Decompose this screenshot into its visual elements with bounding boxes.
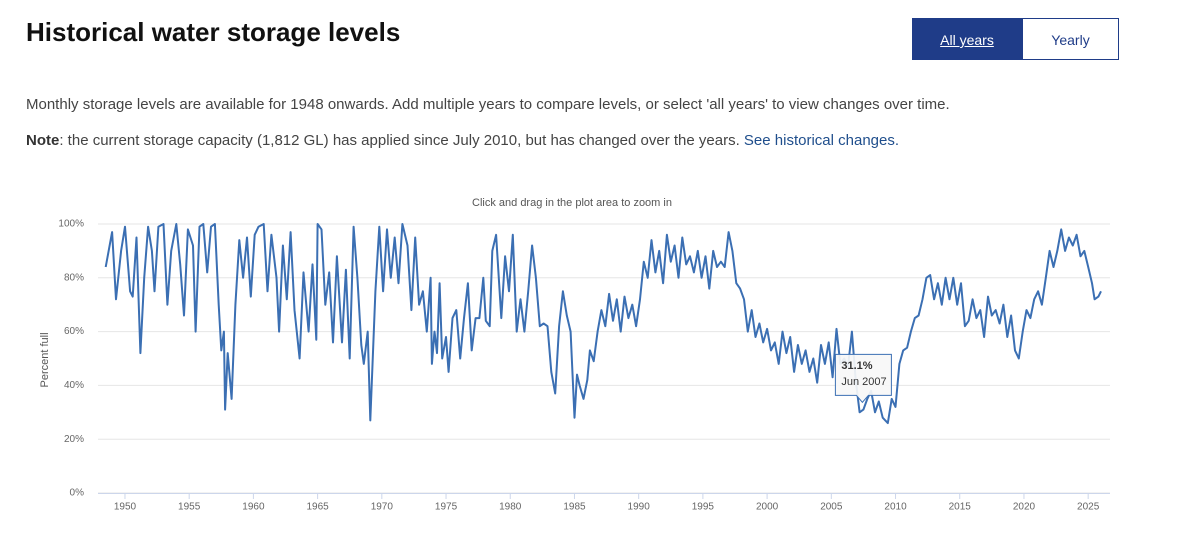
x-tick-label: 1970 <box>371 502 394 513</box>
y-tick-label: 60% <box>64 326 84 337</box>
chart-subtitle: Click and drag in the plot area to zoom … <box>472 197 672 209</box>
x-tick-label: 1965 <box>306 502 329 513</box>
x-tick-label: 2025 <box>1077 502 1100 513</box>
x-tick-label: 2015 <box>949 502 972 513</box>
x-tick-label: 1980 <box>499 502 522 513</box>
x-tick-label: 1985 <box>563 502 586 513</box>
tooltip-value: 31.1% <box>841 360 872 372</box>
tooltip-box <box>834 353 892 404</box>
y-tick-label: 80% <box>64 272 84 283</box>
tooltip-date: Jun 2007 <box>841 376 886 388</box>
x-tick-label: 2000 <box>756 502 779 513</box>
y-tick-label: 0% <box>70 488 85 499</box>
note-body: : the current storage capacity (1,812 GL… <box>59 132 740 149</box>
x-tick-label: 1990 <box>628 502 651 513</box>
yearly-button[interactable]: Yearly <box>1022 18 1119 60</box>
note-label: Note <box>26 132 60 149</box>
page-title: Historical water storage levels <box>26 17 401 47</box>
all-years-button[interactable]: All years <box>912 18 1022 60</box>
intro-text: Monthly storage levels are available for… <box>26 96 950 113</box>
x-tick-label: 1960 <box>242 502 265 513</box>
y-tick-label: 40% <box>64 380 84 391</box>
x-tick-label: 2020 <box>1013 502 1036 513</box>
note-text: Note: the current storage capacity (1,81… <box>26 132 899 149</box>
x-tick-label: 2005 <box>820 502 843 513</box>
x-tick-label: 1975 <box>435 502 458 513</box>
x-tick-label: 1995 <box>692 502 715 513</box>
x-tick-label: 1950 <box>114 502 137 513</box>
x-tick-label: 1955 <box>178 502 201 513</box>
y-tick-label: 100% <box>58 219 84 230</box>
storage-line <box>104 223 1102 425</box>
y-tick-label: 20% <box>64 434 84 445</box>
history-link[interactable]: See historical changes. <box>743 132 900 149</box>
y-axis-label: Percent full <box>39 332 51 387</box>
x-tick-label: 2010 <box>884 502 907 513</box>
